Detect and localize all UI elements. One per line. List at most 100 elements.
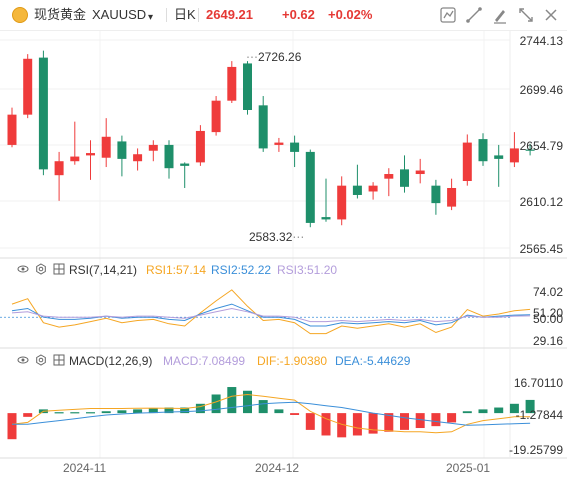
x-tick-label: 2025-01 <box>446 461 491 475</box>
macd-histogram-bar <box>117 410 127 414</box>
candle-body <box>54 161 64 176</box>
draw-tool-icon[interactable] <box>464 5 484 25</box>
candle-body <box>290 142 300 152</box>
fullscreen-icon[interactable] <box>516 5 536 25</box>
macd-tick-label: 16.70110 <box>513 376 563 390</box>
rsi2-value: RSI2:52.22 <box>211 263 272 277</box>
candle-body <box>180 163 190 166</box>
macd-histogram-bar <box>447 413 457 423</box>
divider <box>198 8 199 22</box>
macd-histogram-bar <box>54 412 64 414</box>
macd-histogram-bar <box>133 409 143 414</box>
visibility-eye-icon[interactable] <box>17 354 29 366</box>
macd-histogram-bar <box>195 403 205 414</box>
rsi-tick-label: 74.02 <box>532 285 563 299</box>
candle-body <box>400 169 409 187</box>
candle-body <box>494 155 504 159</box>
rsi1-value: RSI1:57.14 <box>146 263 207 277</box>
macd-histogram-bar <box>86 412 95 414</box>
dif-value: DIF:-1.90380 <box>257 354 328 368</box>
macd-histogram-bar <box>431 413 441 427</box>
candle-body <box>352 185 362 195</box>
macd-histogram-bar <box>290 413 300 415</box>
symbol-dropdown-icon[interactable]: ▾ <box>148 12 154 23</box>
rsi-tick-label: 51.20 <box>532 306 563 320</box>
macd-histogram-bar <box>164 407 174 414</box>
candle-body <box>148 144 158 151</box>
price-tick-label: 2654.79 <box>519 139 563 153</box>
macd-histogram-bar <box>101 411 111 414</box>
macd-histogram-bar <box>368 413 378 434</box>
candle-body <box>478 139 488 162</box>
macd-value: MACD:7.08499 <box>163 354 246 368</box>
low-annotation: 2583.32⋯ <box>249 230 305 244</box>
gear-icon[interactable] <box>35 354 47 366</box>
macd-histogram-bar <box>305 413 315 430</box>
gear-icon[interactable] <box>35 263 47 275</box>
macd-histogram-bar <box>243 390 252 414</box>
candle-body <box>117 141 127 159</box>
close-icon[interactable] <box>541 5 561 25</box>
macd-title: MACD(12,26,9) <box>69 354 153 368</box>
macd-histogram-bar <box>384 413 394 432</box>
macd-histogram-bar <box>337 413 347 438</box>
rsi-line-rsi1 <box>11 289 531 335</box>
candle-body <box>258 105 268 149</box>
rsi-title: RSI(7,14,21) <box>69 263 138 277</box>
candle-body <box>211 100 221 133</box>
price-change: +0.62 <box>282 7 315 22</box>
macd-histogram-bar <box>462 411 472 414</box>
candle-body <box>23 58 33 115</box>
macd-histogram-bar <box>148 408 158 414</box>
macd-histogram-bar <box>274 409 284 414</box>
visibility-eye-icon[interactable] <box>17 263 29 275</box>
candle-body <box>368 185 378 192</box>
pen-tool-icon[interactable] <box>490 5 510 25</box>
candle-body <box>337 185 347 220</box>
line-tool-icon[interactable] <box>438 5 458 25</box>
x-tick-label: 2024-11 <box>63 461 107 475</box>
current-price: 2649.21 <box>206 7 253 22</box>
candle-body <box>525 149 535 151</box>
symbol-label[interactable]: XAUUSD <box>92 7 147 22</box>
macd-histogram-bar <box>211 394 221 414</box>
macd-histogram-bar <box>494 407 504 414</box>
price-tick-label: 2565.45 <box>519 242 563 256</box>
rsi-tick-label: 50.00 <box>532 312 563 326</box>
candle-body <box>101 136 111 158</box>
candle-body <box>7 114 17 145</box>
macd-tick-label: -19.25799 <box>508 443 563 457</box>
macd-histogram-bar <box>180 407 190 414</box>
interval-selector[interactable]: 日K <box>174 7 196 22</box>
macd-tick-label: -1.27844 <box>515 408 563 422</box>
candle-body <box>38 57 48 170</box>
macd-histogram-bar <box>352 413 362 436</box>
rsi3-value: RSI3:51.20 <box>277 263 338 277</box>
gold-coin-icon <box>12 7 28 23</box>
rsi-line-rsi2 <box>11 303 531 327</box>
high-annotation: ⋯2726.26 <box>246 50 302 64</box>
candle-body <box>274 142 284 145</box>
candle-body <box>70 156 80 162</box>
rsi-tick-label: 29.16 <box>532 334 563 348</box>
price-tick-label: 2610.12 <box>519 195 563 209</box>
macd-histogram-bar <box>258 400 268 414</box>
candle-body <box>164 144 174 169</box>
x-tick-label: 2024-12 <box>255 461 300 475</box>
candle-body <box>384 174 394 179</box>
candle-body <box>243 63 252 110</box>
indicator-grid-icon[interactable] <box>53 354 65 366</box>
candle-body <box>305 151 315 223</box>
macd-histogram-bar <box>23 413 33 417</box>
macd-histogram-bar <box>525 399 535 414</box>
dea-value: DEA:-5.44629 <box>335 354 411 368</box>
macd-histogram-bar <box>478 409 488 414</box>
price-tick-label: 2744.13 <box>519 34 563 48</box>
product-name: 现货黄金 <box>34 7 87 22</box>
rsi-line-rsi3 <box>11 307 531 323</box>
macd-line-dea <box>12 401 531 426</box>
macd-histogram-bar <box>321 413 331 436</box>
indicator-grid-icon[interactable] <box>53 263 65 275</box>
candle-body <box>509 148 519 163</box>
